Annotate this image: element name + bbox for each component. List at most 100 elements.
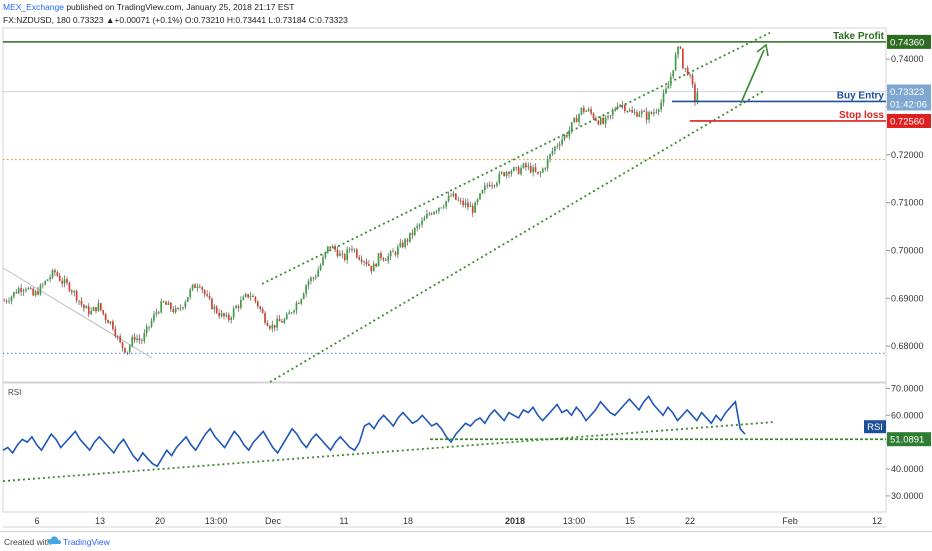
- rsi-tick-label: 60.0000: [891, 410, 924, 420]
- candle-body: [462, 200, 464, 206]
- candle-body: [225, 314, 228, 317]
- candle-body: [491, 185, 493, 187]
- candle-body: [191, 284, 194, 290]
- candle-body: [375, 263, 377, 267]
- candle-body: [662, 93, 665, 103]
- candle-body: [648, 112, 650, 120]
- candle-body: [392, 251, 394, 253]
- candle-body: [353, 249, 356, 251]
- candle-body: [334, 246, 336, 250]
- candle-body: [372, 263, 375, 272]
- candle-body: [215, 306, 218, 313]
- candle-body: [326, 246, 329, 253]
- candle-body: [165, 301, 167, 305]
- candle-body: [148, 326, 150, 328]
- candle-body: [587, 109, 590, 111]
- candle-body: [256, 301, 259, 307]
- candle-body: [394, 252, 397, 255]
- candle-body: [679, 46, 682, 49]
- candle-body: [636, 112, 638, 117]
- candle-body: [481, 190, 484, 194]
- candle-body: [104, 314, 107, 321]
- candle-body: [546, 158, 549, 169]
- candle-body: [295, 303, 298, 311]
- rsi-name-tag-label: RSI: [867, 422, 883, 433]
- candle-body: [201, 287, 204, 291]
- candle-body: [300, 298, 303, 304]
- candle-body: [442, 206, 445, 208]
- tradingview-brand-link[interactable]: TradingView: [63, 537, 110, 547]
- candle-body: [578, 114, 580, 123]
- candle-body: [83, 304, 85, 309]
- candle-body: [638, 113, 641, 117]
- candle-body: [227, 314, 230, 320]
- candle-body: [288, 312, 291, 315]
- candle-body: [380, 253, 382, 259]
- projection-arrow-line: [740, 49, 765, 104]
- candle-body: [686, 68, 689, 75]
- candle-body: [585, 110, 588, 112]
- candle-body: [75, 290, 78, 301]
- candle-body: [264, 313, 266, 323]
- candle-body: [203, 290, 206, 295]
- candle-body: [409, 232, 411, 242]
- candle-body: [249, 295, 252, 298]
- candle-body: [633, 112, 636, 114]
- last-price-value-tag: [887, 84, 931, 99]
- rsi-name-tag: [864, 420, 886, 434]
- candle-body: [194, 284, 196, 289]
- candle-body: [563, 135, 566, 140]
- rsi-line: [2, 395, 746, 468]
- candle-body: [464, 202, 467, 206]
- take-profit-value: 0.74360: [890, 37, 924, 48]
- candle-body: [573, 117, 576, 123]
- candle-body: [182, 307, 184, 309]
- candle-body: [503, 172, 505, 176]
- candle-body: [510, 170, 513, 174]
- candle-body: [109, 321, 112, 324]
- candle-body: [259, 306, 262, 310]
- candle-body: [34, 291, 37, 296]
- candle-body: [570, 122, 573, 131]
- price-tick-label: 0.72000: [891, 150, 924, 160]
- candle-body: [665, 88, 667, 94]
- candle-body: [99, 303, 102, 311]
- candle-body: [452, 193, 455, 197]
- channel-upper-line: [261, 31, 771, 285]
- candle-body: [90, 310, 92, 315]
- candle-body: [49, 277, 51, 280]
- candle-body: [58, 275, 61, 281]
- candle-body: [244, 294, 247, 297]
- candle-body: [430, 213, 433, 215]
- candle-body: [121, 342, 124, 348]
- candle-body: [13, 292, 15, 297]
- candle-body: [138, 338, 141, 341]
- candle-body: [119, 336, 121, 343]
- candle-body: [211, 298, 213, 310]
- candle-body: [143, 333, 146, 342]
- last-price-value: 0.73323: [890, 87, 924, 98]
- candle-body: [46, 279, 49, 281]
- candle-body: [500, 172, 503, 174]
- candle-body: [240, 300, 242, 308]
- candle-body: [476, 199, 479, 203]
- candle-body: [269, 326, 271, 329]
- candle-body: [87, 306, 90, 315]
- candle-body: [360, 259, 363, 262]
- candle-body: [426, 214, 428, 219]
- candle-body: [22, 290, 25, 292]
- candle-body: [474, 202, 477, 213]
- time-tick-label: 20: [155, 516, 165, 526]
- candle-body: [218, 312, 221, 317]
- candle-body: [271, 324, 274, 329]
- candle-body: [549, 154, 551, 159]
- candle-body: [242, 296, 245, 301]
- candle-body: [505, 172, 508, 176]
- candle-body: [160, 301, 163, 313]
- rsi-tick-label: 30.0000: [891, 491, 924, 501]
- candle-body: [529, 165, 532, 173]
- candle-body: [39, 285, 42, 295]
- candle-body: [189, 289, 192, 298]
- publisher-link[interactable]: MEX_Exchange: [3, 2, 64, 12]
